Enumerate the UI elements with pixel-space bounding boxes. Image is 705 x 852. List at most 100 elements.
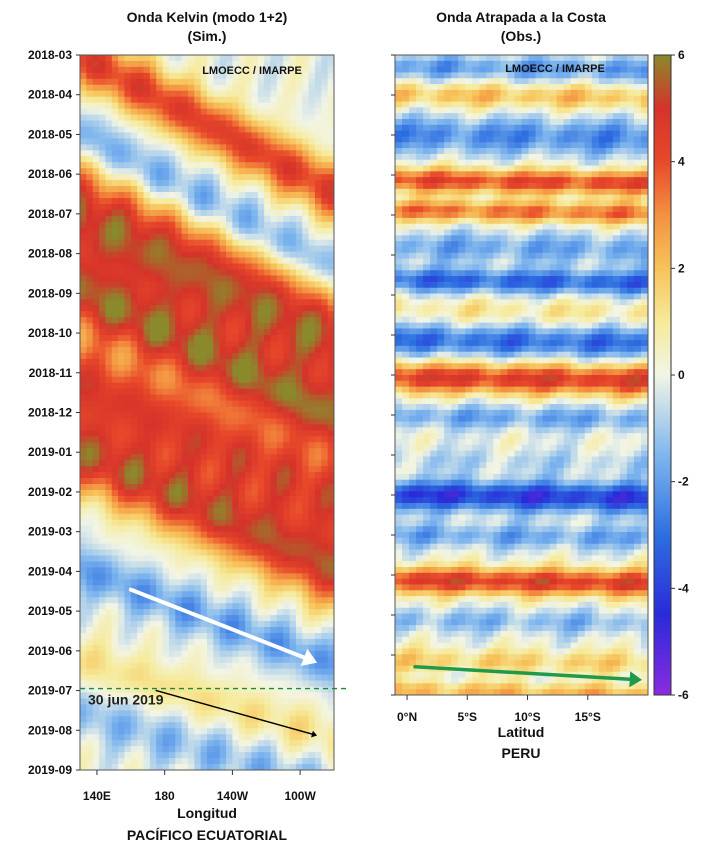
kelvin-cell	[289, 120, 297, 128]
kelvin-cell	[207, 275, 214, 283]
kelvin-cell	[219, 674, 227, 682]
kelvin-cell	[86, 120, 94, 128]
kelvin-cell	[137, 203, 145, 211]
kelvin-cell	[105, 758, 113, 765]
kelvin-cell	[327, 203, 334, 211]
kelvin-cell	[105, 358, 113, 366]
kelvin-cell	[111, 102, 119, 110]
kelvin-cell	[118, 198, 126, 205]
kelvin-cell	[156, 740, 164, 747]
kelvin-cell	[143, 692, 151, 700]
kelvin-cell	[175, 198, 183, 205]
kelvin-cell	[232, 96, 240, 104]
kelvin-cell	[130, 66, 138, 74]
kelvin-cell	[194, 466, 202, 473]
kelvin-cell	[238, 60, 246, 68]
kelvin-cell	[156, 674, 164, 682]
kelvin-cell	[162, 132, 170, 140]
kelvin-cell	[314, 287, 322, 294]
kelvin-cell	[181, 585, 189, 592]
kelvin-cell	[238, 233, 246, 241]
kelvin-cell	[194, 561, 202, 569]
kelvin-cell	[168, 442, 176, 449]
coastal-cell	[528, 60, 537, 68]
kelvin-cell	[181, 484, 189, 491]
kelvin-cell	[314, 668, 322, 676]
kelvin-cell	[232, 674, 240, 682]
kelvin-cell	[143, 245, 151, 253]
coastal-cell	[444, 72, 452, 79]
kelvin-cell	[327, 341, 334, 348]
kelvin-cell	[276, 96, 284, 104]
kelvin-cell	[181, 186, 189, 193]
kelvin-cell	[321, 275, 329, 283]
kelvin-cell	[270, 650, 278, 658]
kelvin-cell	[162, 472, 170, 479]
kelvin-cell	[270, 478, 278, 485]
kelvin-cell	[226, 668, 233, 676]
kelvin-cell	[264, 263, 272, 271]
kelvin-cell	[105, 221, 113, 229]
kelvin-cell	[156, 394, 164, 402]
coastal-cell	[402, 55, 410, 62]
kelvin-cell	[321, 698, 329, 706]
kelvin-cell	[92, 507, 100, 515]
kelvin-cell	[213, 400, 221, 408]
kelvin-cell	[264, 394, 272, 402]
kelvin-cell	[257, 293, 265, 300]
kelvin-cell	[118, 341, 126, 348]
kelvin-cell	[276, 251, 284, 259]
kelvin-cell	[207, 126, 214, 134]
kelvin-cell	[207, 555, 214, 563]
kelvin-cell	[86, 519, 94, 527]
kelvin-cell	[257, 346, 265, 354]
kelvin-cell	[162, 650, 170, 658]
kelvin-cell	[156, 84, 164, 92]
kelvin-cell	[232, 752, 240, 759]
kelvin-cell	[327, 698, 334, 706]
coastal-cell	[423, 66, 431, 74]
kelvin-cell	[130, 573, 138, 580]
kelvin-cell	[181, 448, 189, 455]
kelvin-cell	[321, 454, 329, 461]
kelvin-cell	[232, 275, 240, 283]
kelvin-cell	[207, 90, 214, 98]
kelvin-cell	[257, 358, 265, 366]
kelvin-cell	[130, 710, 138, 717]
kelvin-cell	[99, 394, 106, 402]
kelvin-cell	[162, 203, 170, 211]
kelvin-cell	[111, 364, 119, 372]
kelvin-cell	[99, 269, 106, 277]
kelvin-cell	[149, 692, 157, 700]
kelvin-cell	[245, 412, 253, 420]
kelvin-cell	[327, 358, 334, 366]
kelvin-cell	[118, 269, 126, 277]
kelvin-cell	[302, 144, 310, 151]
kelvin-cell	[226, 537, 233, 545]
coastal-cell	[570, 60, 579, 68]
kelvin-cell	[86, 84, 94, 92]
kelvin-cell	[181, 341, 189, 348]
kelvin-cell	[86, 484, 94, 491]
kelvin-cell	[137, 501, 145, 509]
kelvin-cell	[143, 221, 151, 229]
kelvin-cell	[118, 668, 126, 676]
kelvin-cell	[295, 215, 303, 223]
kelvin-cell	[181, 329, 189, 336]
kelvin-cell	[181, 466, 189, 473]
kelvin-cell	[270, 710, 278, 717]
kelvin-cell	[327, 466, 334, 473]
kelvin-y-tick-label: 2019-08	[28, 723, 72, 737]
kelvin-cell	[314, 704, 322, 712]
kelvin-cell	[295, 543, 303, 551]
kelvin-cell	[124, 364, 132, 372]
kelvin-cell	[143, 597, 151, 604]
kelvin-cell	[270, 156, 278, 163]
kelvin-cell	[92, 198, 100, 205]
kelvin-cell	[118, 478, 126, 485]
kelvin-cell	[105, 406, 113, 414]
kelvin-cell	[130, 245, 138, 253]
kelvin-cell	[137, 460, 145, 467]
kelvin-cell	[251, 448, 259, 455]
coastal-subtitle: (Obs.)	[501, 28, 541, 44]
